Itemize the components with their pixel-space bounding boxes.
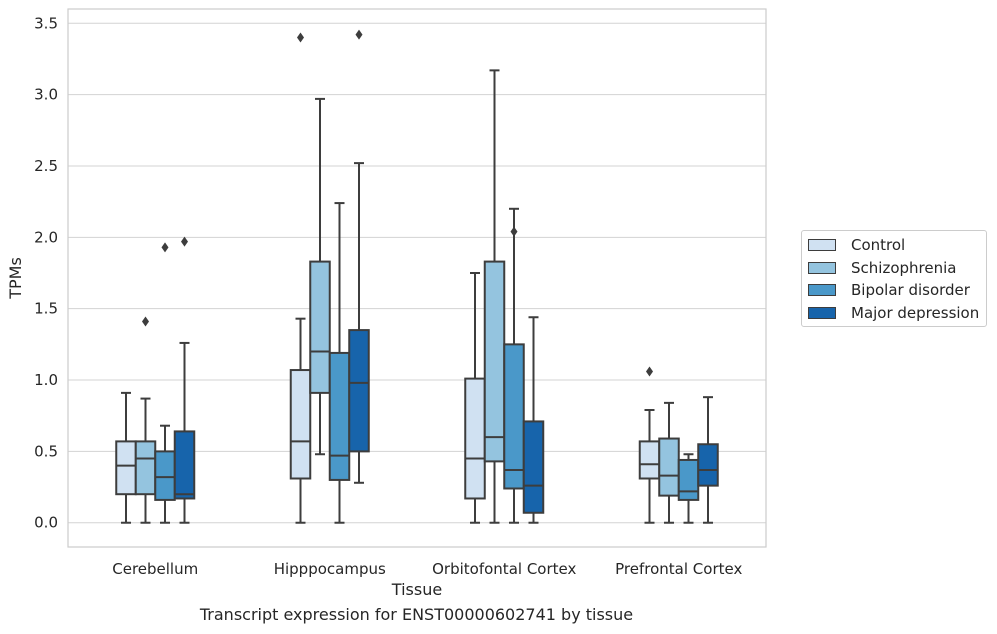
outlier-marker (355, 29, 363, 40)
box-body (328, 351, 351, 481)
box-body (522, 420, 545, 514)
x-tick-label: Prefrontal Cortex (615, 560, 742, 578)
box-body (173, 430, 196, 500)
box-body (503, 343, 525, 490)
box-body (289, 369, 312, 480)
legend-item-bipolar-disorder: Bipolar disorder (808, 280, 970, 300)
legend-swatch-schizophrenia (808, 262, 836, 274)
box-body (464, 377, 486, 500)
box (309, 97, 331, 456)
box (289, 32, 312, 524)
box (115, 391, 137, 524)
legend-label-major-depression: Major depression (851, 304, 980, 322)
box (697, 396, 719, 524)
legend-item-control: Control (808, 235, 905, 255)
y-tick-labels: 0.0 0.5 1.0 1.5 2.0 2.5 3.0 3.5 (34, 14, 58, 531)
box (328, 202, 351, 524)
legend-swatch-major-depression (808, 307, 836, 319)
outlier-marker (510, 226, 518, 237)
box-body (348, 329, 370, 453)
box-body (638, 440, 661, 480)
legend-label-control: Control (851, 236, 906, 254)
box-body (134, 440, 157, 496)
series-control (115, 32, 661, 524)
box (173, 236, 196, 524)
box-body (677, 458, 700, 501)
box (134, 316, 157, 524)
box-body (309, 260, 331, 394)
y-tick-label: 1.0 (34, 371, 58, 389)
x-tick-labels: Cerebellum Hipppocampus Orbitofontal Corte… (112, 560, 742, 578)
y-axis-label: TPMs (6, 257, 25, 300)
legend-label-schizophrenia: Schizophrenia (851, 259, 957, 277)
legend: Control Schizophrenia Bipolar disorder M… (801, 230, 987, 327)
series-bipolar-disorder (154, 202, 700, 524)
outlier-marker (142, 316, 149, 327)
y-tick-label: 2.0 (34, 228, 58, 246)
figure-caption: Transcript expression for ENST0000060274… (199, 605, 634, 624)
y-tick-label: 1.5 (34, 300, 58, 318)
box (348, 29, 370, 484)
x-axis-label: Tissue (391, 580, 442, 599)
outlier-marker (161, 242, 169, 253)
legend-swatch-control (808, 239, 836, 251)
legend-swatch-bipolar-disorder (808, 284, 836, 296)
x-tick-label: Hipppocampus (274, 560, 386, 578)
box (522, 316, 545, 524)
legend-label-bipolar-disorder: Bipolar disorder (851, 281, 970, 299)
series-major-depression (173, 29, 719, 524)
box-body (658, 437, 680, 497)
box (503, 207, 525, 524)
legend-item-schizophrenia: Schizophrenia (808, 258, 956, 278)
box-body (154, 450, 176, 501)
box (154, 242, 176, 524)
box-body (697, 443, 719, 487)
outlier-marker (181, 236, 188, 247)
x-tick-label: Orbitofontal Cortex (432, 560, 576, 578)
y-tick-label: 0.0 (34, 514, 58, 532)
plot-frame (67, 8, 767, 548)
outlier-marker (297, 32, 304, 43)
x-tick-label: Cerebellum (112, 560, 198, 578)
box-body (115, 440, 137, 496)
y-tick-label: 3.0 (34, 86, 58, 104)
box-body (483, 260, 506, 463)
y-tick-label: 2.5 (34, 157, 58, 175)
legend-item-major-depression: Major depression (808, 303, 979, 323)
box-groups (115, 29, 719, 524)
y-tick-label: 0.5 (34, 442, 58, 460)
y-tick-label: 3.5 (34, 14, 58, 32)
outlier-marker (646, 366, 653, 377)
